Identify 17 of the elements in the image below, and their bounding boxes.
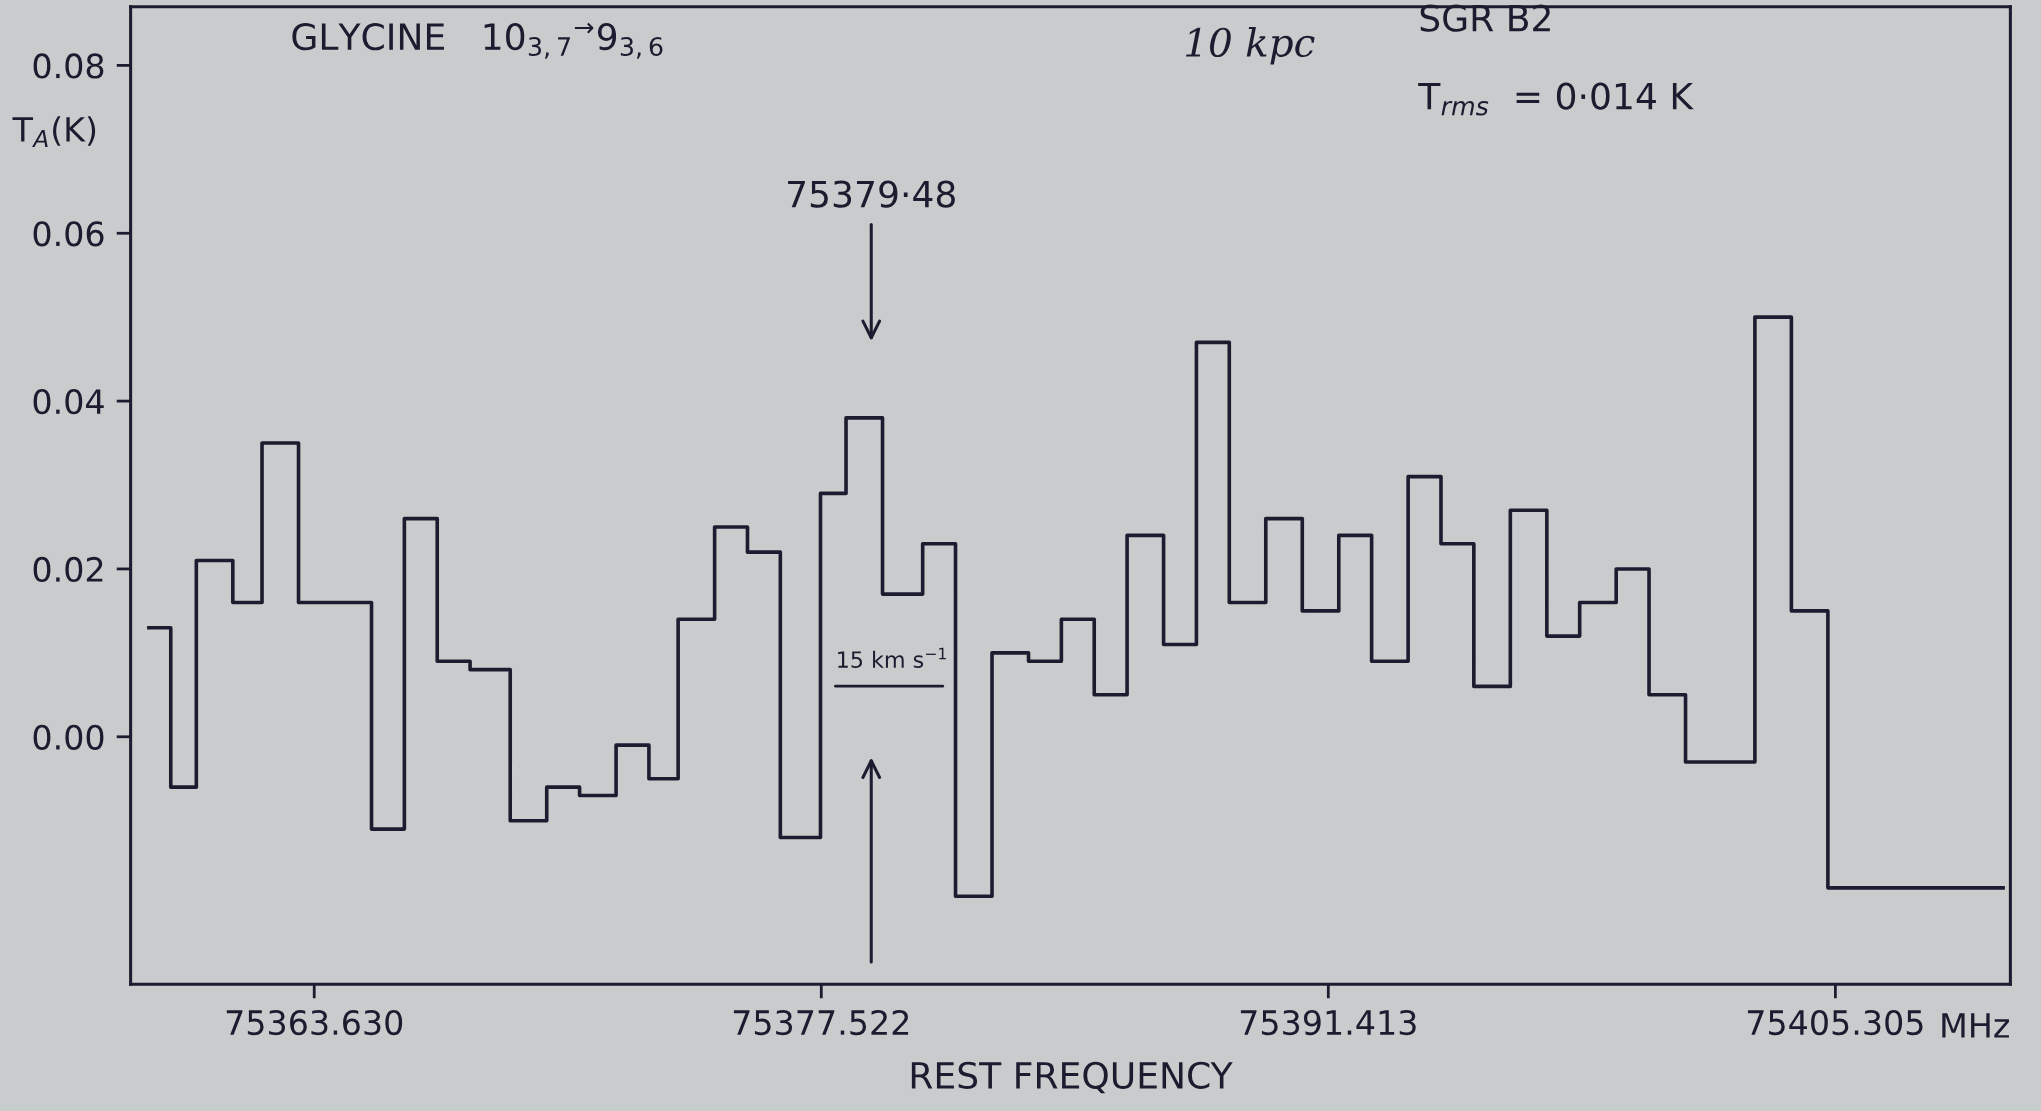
y-tick-label: 0.08 <box>33 53 104 79</box>
x-tick-label: 75363.630 <box>226 1009 403 1036</box>
x-tick-label: 75405.305 <box>1747 1009 1923 1036</box>
annotation: 75379·48 <box>788 180 955 208</box>
y-tick-label: 0.02 <box>33 556 103 583</box>
y-tick-label: 0.06 <box>33 221 104 247</box>
annotation: GLYCINE 10$_{3,7}$$^{→}$9$_{3,6}$ <box>292 22 663 59</box>
text: MHz <box>1942 1013 2009 1038</box>
x-axis-title: REST FREQUENCY <box>911 1061 1233 1094</box>
y-tick-label: 0.04 <box>33 389 104 415</box>
annotation: 15 km s$^{−1}$ <box>838 647 946 669</box>
x-tick-label: 75391.413 <box>1240 1009 1416 1036</box>
annotation: T$_{rms}$ = 0·014 K <box>1418 82 1694 116</box>
y-tick-label: 0.00 <box>33 724 104 750</box>
x-tick-label: 75377.522 <box>733 1009 909 1036</box>
annotation: 10 kpc <box>1186 26 1315 65</box>
y-axis-title: T$_{A}$(K) <box>12 116 96 147</box>
